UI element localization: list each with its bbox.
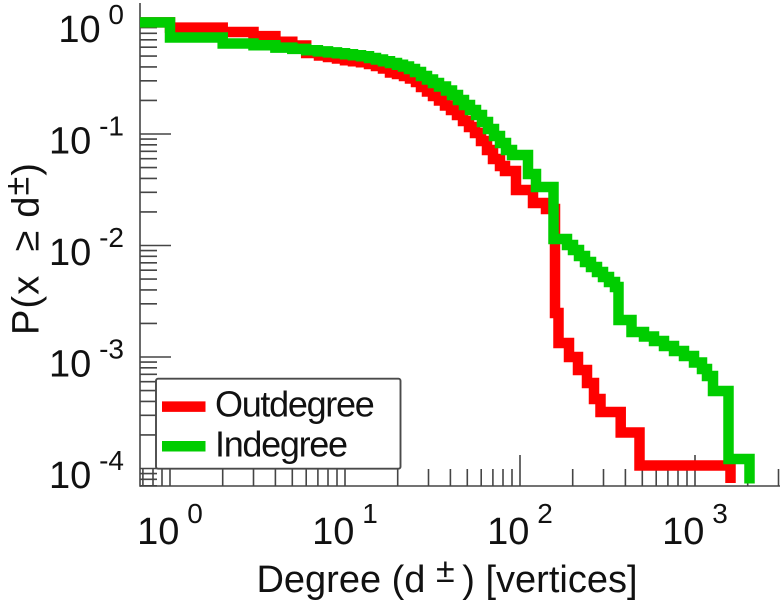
svg-text:Indegree: Indegree bbox=[215, 424, 347, 465]
svg-text:Outdegree: Outdegree bbox=[215, 384, 374, 425]
